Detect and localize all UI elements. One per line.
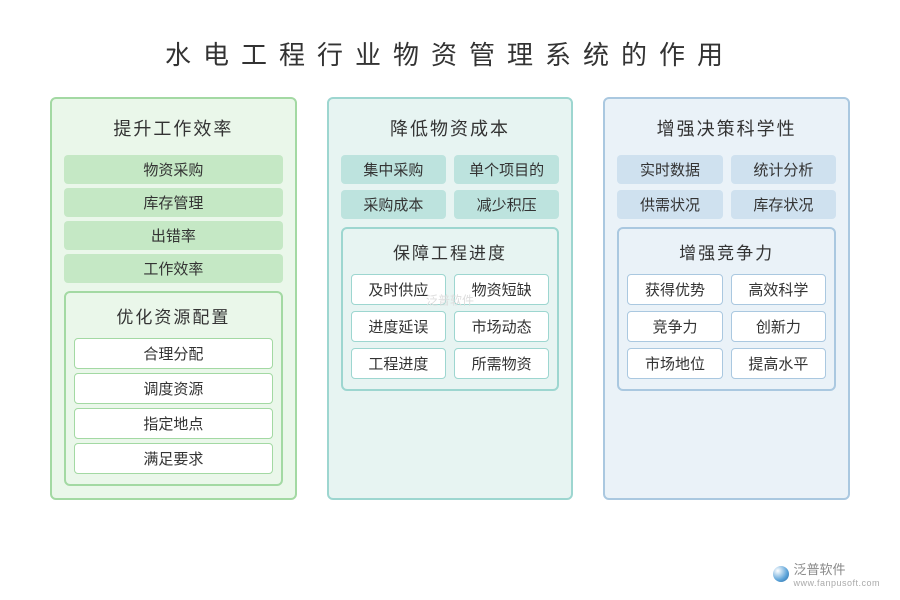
chip: 单个项目的	[454, 155, 559, 184]
chip: 实时数据	[617, 155, 722, 184]
chip: 调度资源	[74, 373, 273, 404]
subsection-box: 增强竞争力 获得优势 高效科学 竞争力 创新力 市场地位 提高水平	[617, 227, 836, 391]
watermark-url: www.fanpusoft.com	[793, 578, 880, 588]
chip: 竞争力	[627, 311, 722, 342]
chip: 创新力	[731, 311, 826, 342]
chip: 满足要求	[74, 443, 273, 474]
watermark-corner: 泛普软件 www.fanpusoft.com	[773, 559, 880, 588]
section-title: 提升工作效率	[64, 111, 283, 147]
chips: 获得优势 高效科学 竞争力 创新力 市场地位 提高水平	[627, 274, 826, 379]
chip: 高效科学	[731, 274, 826, 305]
page-title: 水电工程行业物资管理系统的作用	[0, 0, 900, 97]
chips: 集中采购 单个项目的 采购成本 减少积压	[341, 155, 560, 219]
column-teal: 降低物资成本 集中采购 单个项目的 采购成本 减少积压 保障工程进度 及时供应 …	[327, 97, 574, 500]
section-title: 增强竞争力	[627, 237, 826, 268]
chip: 指定地点	[74, 408, 273, 439]
column-blue: 增强决策科学性 实时数据 统计分析 供需状况 库存状况 增强竞争力 获得优势 高…	[603, 97, 850, 500]
chip: 统计分析	[731, 155, 836, 184]
section-title: 增强决策科学性	[617, 111, 836, 147]
chip: 工作效率	[64, 254, 283, 283]
chip: 集中采购	[341, 155, 446, 184]
chip: 物资短缺	[454, 274, 549, 305]
section-title: 保障工程进度	[351, 237, 550, 268]
chips: 及时供应 物资短缺 进度延误 市场动态 工程进度 所需物资	[351, 274, 550, 379]
column-green: 提升工作效率 物资采购 库存管理 出错率 工作效率 优化资源配置 合理分配 调度…	[50, 97, 297, 500]
section-title: 降低物资成本	[341, 111, 560, 147]
chips: 合理分配 调度资源 指定地点 满足要求	[74, 338, 273, 474]
chip: 供需状况	[617, 190, 722, 219]
chip: 市场动态	[454, 311, 549, 342]
subsection-box: 保障工程进度 及时供应 物资短缺 进度延误 市场动态 工程进度 所需物资	[341, 227, 560, 391]
chip: 及时供应	[351, 274, 446, 305]
section-title: 优化资源配置	[74, 301, 273, 332]
chip: 工程进度	[351, 348, 446, 379]
chip: 合理分配	[74, 338, 273, 369]
globe-icon	[773, 566, 789, 582]
chips: 物资采购 库存管理 出错率 工作效率	[64, 155, 283, 283]
chip: 减少积压	[454, 190, 559, 219]
chips: 实时数据 统计分析 供需状况 库存状况	[617, 155, 836, 219]
columns-container: 提升工作效率 物资采购 库存管理 出错率 工作效率 优化资源配置 合理分配 调度…	[0, 97, 900, 500]
chip: 市场地位	[627, 348, 722, 379]
chip: 进度延误	[351, 311, 446, 342]
chip: 库存状况	[731, 190, 836, 219]
chip: 库存管理	[64, 188, 283, 217]
chip: 提高水平	[731, 348, 826, 379]
chip: 物资采购	[64, 155, 283, 184]
subsection-box: 优化资源配置 合理分配 调度资源 指定地点 满足要求	[64, 291, 283, 486]
chip: 获得优势	[627, 274, 722, 305]
watermark-brand: 泛普软件	[793, 562, 845, 577]
chip: 所需物资	[454, 348, 549, 379]
chip: 采购成本	[341, 190, 446, 219]
chip: 出错率	[64, 221, 283, 250]
